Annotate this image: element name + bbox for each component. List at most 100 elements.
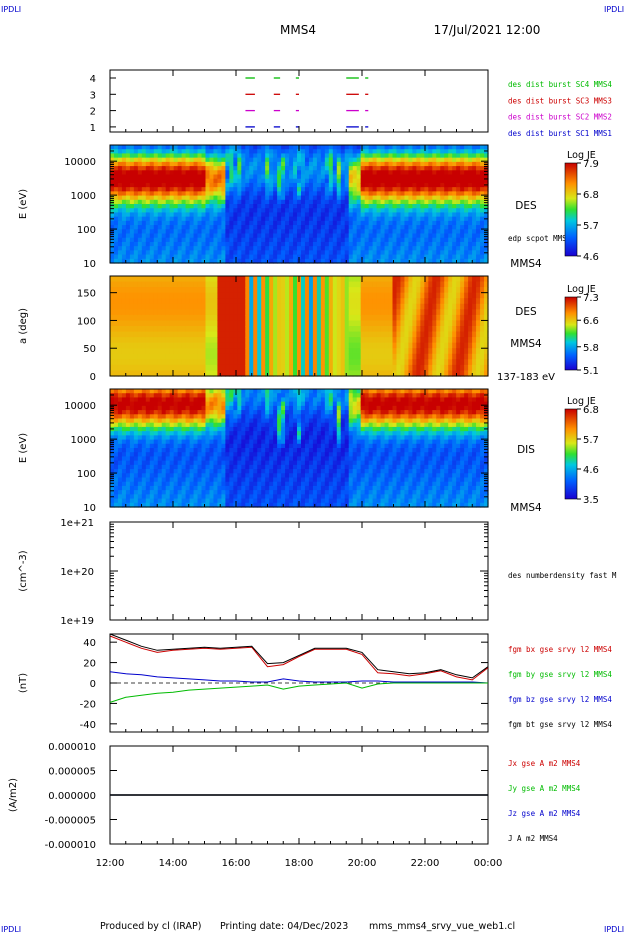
heatmap-cell xyxy=(360,292,366,299)
heatmap-cell xyxy=(400,149,406,155)
heatmap-cell xyxy=(113,348,119,355)
heatmap-cell xyxy=(185,187,191,192)
heatmap-cell xyxy=(384,216,390,222)
heatmap-cell xyxy=(189,241,195,247)
heatmap-cell xyxy=(336,187,342,192)
heatmap-cell xyxy=(213,212,219,218)
heatmap-cell xyxy=(316,178,322,184)
heatmap-cell xyxy=(177,229,183,235)
heatmap-cell xyxy=(308,353,314,360)
heatmap-cell xyxy=(253,233,258,239)
heatmap-cell xyxy=(169,250,175,256)
heatmap-cell xyxy=(400,161,406,167)
heatmap-cell xyxy=(277,359,282,366)
heatmap-cell xyxy=(312,276,318,283)
heatmap-cell xyxy=(253,337,258,344)
heatmap-cell xyxy=(304,254,310,260)
heatmap-cell xyxy=(221,233,226,239)
heatmap-cell xyxy=(277,287,282,294)
heatmap-cell xyxy=(221,250,226,256)
heatmap-cell xyxy=(316,254,322,260)
heatmap-cell xyxy=(117,422,123,428)
corner-label-bl: IPDLI xyxy=(1,925,21,934)
heatmap-cell xyxy=(245,281,250,288)
heatmap-cell xyxy=(253,320,258,327)
heatmap-cell xyxy=(281,298,286,305)
heatmap-cell xyxy=(297,342,302,349)
heatmap-cell xyxy=(468,353,473,360)
heatmap-cell xyxy=(257,166,262,171)
heatmap-cell xyxy=(472,246,477,251)
heatmap-cell xyxy=(432,331,437,338)
heatmap-cell xyxy=(169,456,175,462)
heatmap-cell xyxy=(137,443,143,449)
heatmap-cell xyxy=(145,477,151,483)
heatmap-cell xyxy=(380,337,386,344)
heatmap-cell xyxy=(137,178,143,184)
heatmap-cell xyxy=(173,422,179,428)
heatmap-cell xyxy=(380,187,386,192)
heatmap-cell xyxy=(356,320,362,327)
heatmap-cell xyxy=(193,241,199,247)
heatmap-cell xyxy=(304,281,310,288)
heatmap-cell xyxy=(141,281,147,288)
heatmap-cell xyxy=(265,157,270,163)
heatmap-cell xyxy=(428,170,433,176)
heatmap-cell xyxy=(165,161,171,167)
heatmap-cell xyxy=(444,364,449,372)
heatmap-cell xyxy=(149,187,155,192)
heatmap-cell xyxy=(452,212,457,218)
heatmap-cell xyxy=(432,170,437,176)
heatmap-cell xyxy=(304,276,310,283)
heatmap-cell xyxy=(328,182,334,188)
heatmap-cell xyxy=(356,326,362,333)
heatmap-cell xyxy=(332,292,338,299)
heatmap-cell xyxy=(265,204,270,209)
heatmap-cell xyxy=(221,326,226,333)
heatmap-cell xyxy=(456,254,461,260)
heatmap-cell xyxy=(432,187,437,192)
heatmap-cell xyxy=(312,220,318,226)
heatmap-cell xyxy=(388,337,394,344)
heatmap-cell xyxy=(161,431,167,436)
heatmap-cell xyxy=(300,281,306,288)
heatmap-cell xyxy=(416,331,421,338)
heatmap-cell xyxy=(328,370,334,377)
heatmap-cell xyxy=(356,145,362,150)
heatmap-cell xyxy=(125,276,131,283)
heatmap-cell xyxy=(265,331,270,338)
heatmap-cell xyxy=(137,473,143,479)
heatmap-cell xyxy=(440,182,445,188)
heatmap-cell xyxy=(412,370,417,377)
heatmap-cell xyxy=(344,212,350,218)
heatmap-cell xyxy=(265,353,270,360)
heatmap-cell xyxy=(177,410,183,415)
heatmap-cell xyxy=(472,337,477,344)
heatmap-cell xyxy=(340,331,346,338)
heatmap-cell xyxy=(129,250,135,256)
heatmap-cell xyxy=(384,287,390,294)
heatmap-cell xyxy=(320,353,326,360)
heatmap-cell xyxy=(129,258,135,264)
heatmap-cell xyxy=(189,370,195,377)
heatmap-cell xyxy=(149,199,155,205)
heatmap-cell xyxy=(444,331,449,338)
heatmap-cell xyxy=(448,364,453,372)
heatmap-cell xyxy=(110,331,115,338)
heatmap-cell xyxy=(472,161,477,167)
heatmap-cell xyxy=(157,287,163,294)
heatmap-cell xyxy=(165,287,171,294)
heatmap-cell xyxy=(476,229,481,235)
heatmap-cell xyxy=(300,153,306,159)
heatmap-cell xyxy=(189,149,195,155)
heatmap-cell xyxy=(133,393,139,399)
heatmap-cell xyxy=(193,178,199,184)
heatmap-cell xyxy=(137,276,143,283)
heatmap-cell xyxy=(141,166,147,171)
heatmap-cell xyxy=(380,195,386,201)
heatmap-cell xyxy=(221,276,226,283)
heatmap-cell xyxy=(340,161,346,167)
heatmap-cell xyxy=(464,225,469,230)
heatmap-cell xyxy=(253,208,258,214)
heatmap-cell xyxy=(348,187,354,192)
